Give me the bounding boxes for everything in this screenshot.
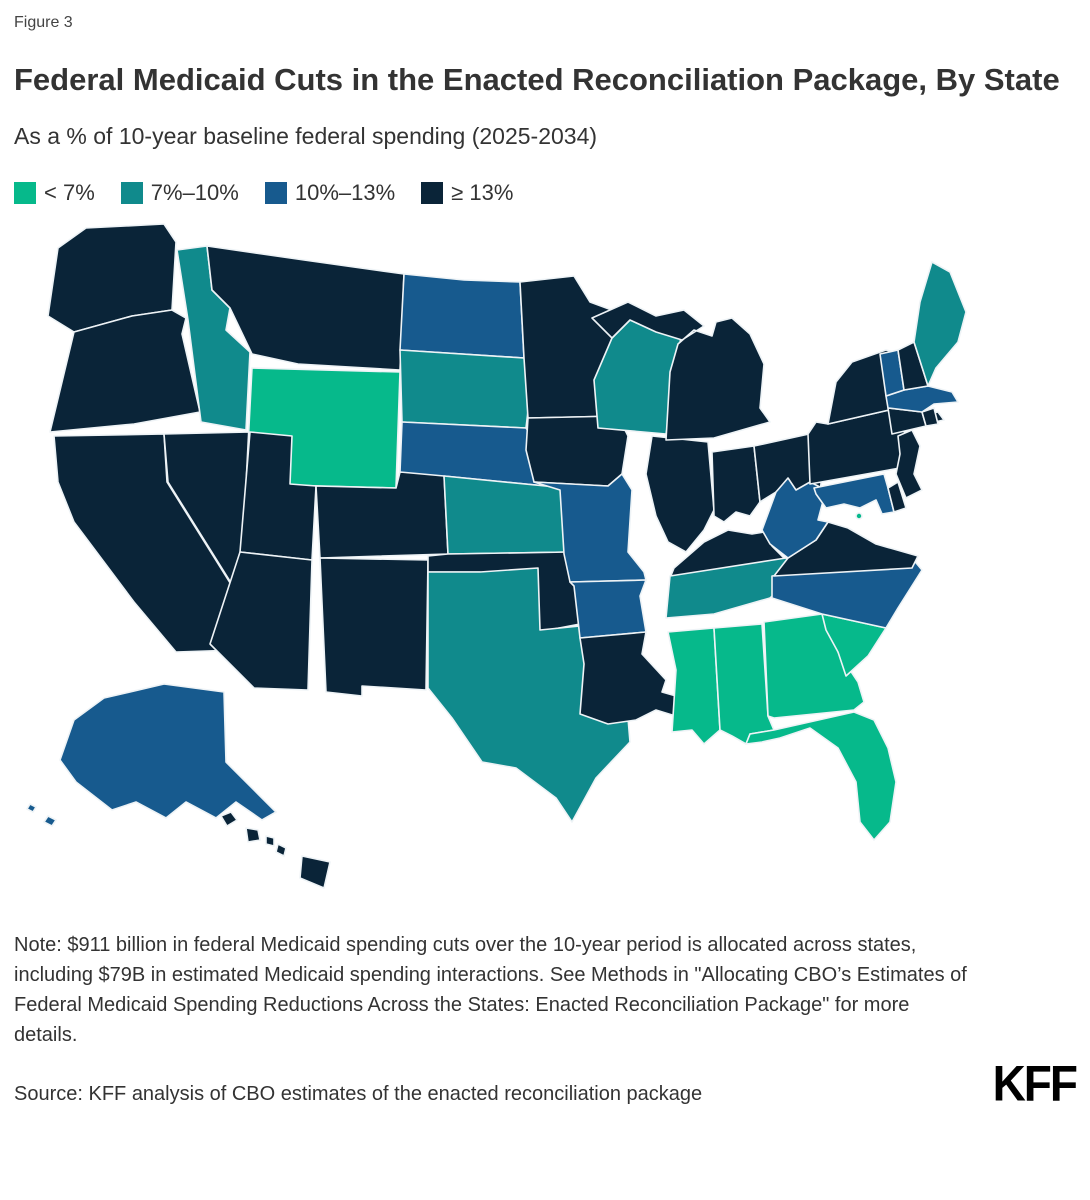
state-ri[interactable]: Rhode Island [921,407,939,428]
state-wv[interactable]: West Virginia [761,477,829,560]
legend-item-p7_10: 7%–10% [120,180,239,206]
state-tn[interactable]: Tennessee [665,557,801,620]
us-map-svg: WashingtonOregonCaliforniaNevadaIdahoMon… [26,223,967,890]
state-hi[interactable]: Hawaii [220,811,331,890]
legend-swatch-p10_13 [264,182,287,205]
note-text: Note: $911 billion in federal Medicaid s… [14,934,967,1047]
state-az[interactable]: Arizona [209,551,313,692]
figure-subtitle: As a % of 10-year baseline federal spend… [14,123,598,150]
state-ak[interactable]: Alaska [26,683,277,828]
state-dc[interactable]: District of Columbia [855,512,863,521]
page-title: Federal Medicaid Cuts in the Enacted Rec… [14,62,1060,97]
state-mo[interactable]: Missouri [533,473,647,584]
state-mi[interactable]: Michigan [591,301,771,442]
legend-label-gte13: ≥ 13% [451,180,514,206]
state-ar[interactable]: Arkansas [569,579,647,640]
state-mt[interactable]: Montana [206,245,405,372]
legend-swatch-gte13 [421,182,444,205]
legend-item-gte13: ≥ 13% [421,180,513,206]
state-fl[interactable]: Florida [745,711,897,842]
state-il[interactable]: Illinois [645,435,715,554]
us-choropleth-map: WashingtonOregonCaliforniaNevadaIdahoMon… [14,220,1046,910]
legend-label-p10_13: 10%–13% [294,180,396,206]
state-sd[interactable]: South Dakota [399,349,531,430]
state-in[interactable]: Indiana [711,445,761,524]
map-legend: < 7% 7%–10% 10%–13% ≥ 13% [14,180,1076,206]
figure-label: Figure 3 [14,14,73,31]
legend-item-p10_13: 10%–13% [264,180,396,206]
legend-swatch-lt7 [14,182,36,205]
state-nm[interactable]: New Mexico [319,557,429,698]
legend-swatch-p7_10 [120,182,143,205]
state-nj[interactable]: New Jersey [895,429,923,500]
state-de[interactable]: Delaware [887,481,907,514]
source-text: Source: KFF analysis of CBO estimates of… [14,1083,703,1106]
source-row: Source: KFF analysis of CBO estimates of… [14,1055,1078,1112]
state-md[interactable]: Maryland [813,473,895,516]
legend-item-lt7: < 7% [14,180,95,206]
state-or[interactable]: Oregon [49,309,201,434]
kff-logo[interactable]: KFF [992,1055,1078,1112]
legend-label-p7_10: 7%–10% [150,180,239,206]
state-nd[interactable]: North Dakota [399,273,525,360]
state-me[interactable]: Maine [913,261,967,388]
state-ms[interactable]: Mississippi [667,627,721,746]
legend-label-lt7: < 7% [44,180,95,206]
